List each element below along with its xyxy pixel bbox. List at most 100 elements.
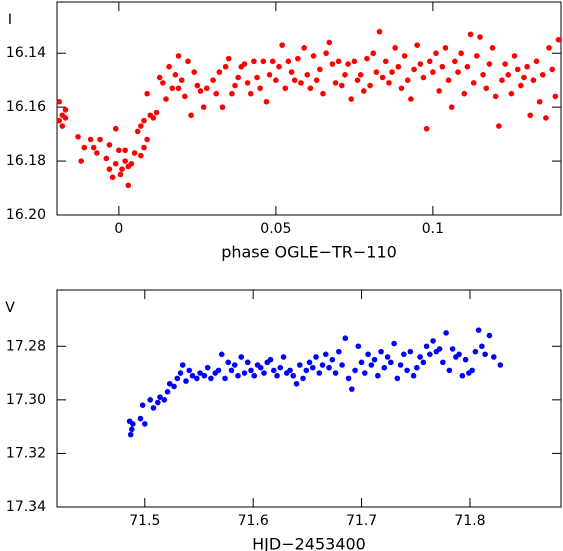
data-point xyxy=(395,63,402,70)
data-point xyxy=(106,166,113,172)
data-point xyxy=(373,69,380,75)
data-point xyxy=(134,128,141,135)
data-point xyxy=(459,372,466,379)
data-point xyxy=(307,85,314,92)
data-point xyxy=(169,85,176,92)
data-point xyxy=(117,171,124,178)
data-point xyxy=(381,364,388,371)
x-tick-label: 71.6 xyxy=(238,513,269,529)
data-point xyxy=(285,58,292,65)
data-point xyxy=(298,80,304,86)
data-point xyxy=(420,74,427,81)
data-point xyxy=(426,58,433,65)
data-point xyxy=(210,77,216,83)
data-point xyxy=(231,362,238,368)
data-point xyxy=(59,123,66,129)
data-point xyxy=(257,364,264,371)
x-tick-label: 71.7 xyxy=(346,513,377,529)
data-point xyxy=(462,356,469,363)
data-point xyxy=(300,375,306,382)
data-point xyxy=(122,158,128,164)
y-axis-label: I xyxy=(8,12,12,28)
y-tick-label: 16.18 xyxy=(6,153,46,169)
data-point xyxy=(345,61,351,67)
data-point xyxy=(301,45,307,51)
y-tick-label: 17.30 xyxy=(6,392,46,408)
data-point xyxy=(251,372,258,379)
data-point xyxy=(464,63,471,70)
data-point xyxy=(279,42,285,48)
data-point xyxy=(502,61,508,67)
data-point xyxy=(75,134,81,140)
data-point xyxy=(397,362,404,368)
data-point xyxy=(186,367,193,374)
data-point xyxy=(496,123,502,129)
data-point xyxy=(539,71,546,78)
data-point xyxy=(282,85,289,92)
data-point xyxy=(474,53,480,59)
x-tick-label: 0 xyxy=(114,221,123,237)
data-point xyxy=(141,144,147,151)
data-point xyxy=(401,53,408,59)
data-point xyxy=(141,421,148,427)
x-tick-label: 71.5 xyxy=(129,513,160,529)
data-point xyxy=(150,115,157,121)
data-point xyxy=(213,90,220,97)
data-point xyxy=(310,53,317,59)
data-point xyxy=(486,332,493,339)
data-point xyxy=(430,69,436,75)
data-point xyxy=(335,58,342,65)
data-point xyxy=(467,31,474,38)
data-point xyxy=(232,82,238,89)
y-tick-label: 16.16 xyxy=(6,99,46,115)
data-point xyxy=(166,63,172,70)
data-point xyxy=(368,362,375,368)
data-point xyxy=(452,58,458,65)
data-point xyxy=(316,370,323,376)
data-point xyxy=(358,359,365,366)
data-point xyxy=(313,77,320,83)
data-point xyxy=(423,125,430,132)
data-point xyxy=(339,82,345,89)
data-point xyxy=(280,354,287,360)
data-point xyxy=(379,74,386,81)
data-point xyxy=(137,415,144,422)
data-point xyxy=(410,372,417,379)
data-point xyxy=(483,85,490,92)
data-point xyxy=(332,80,339,86)
data-point xyxy=(440,359,446,366)
data-point xyxy=(475,327,482,333)
data-point xyxy=(287,367,293,374)
data-point xyxy=(342,71,348,78)
data-point xyxy=(139,402,146,408)
data-point xyxy=(125,182,132,189)
data-point xyxy=(295,55,301,62)
data-point xyxy=(188,112,194,119)
data-point xyxy=(461,90,468,97)
data-point xyxy=(153,109,160,116)
data-point xyxy=(375,372,381,379)
data-point xyxy=(150,405,157,411)
data-point xyxy=(492,93,499,100)
data-point xyxy=(191,69,198,75)
data-point xyxy=(261,370,267,376)
data-point xyxy=(367,82,373,89)
data-point xyxy=(479,343,485,350)
data-point xyxy=(518,82,524,89)
data-point xyxy=(225,359,232,366)
data-point xyxy=(112,125,119,132)
data-point xyxy=(505,71,512,78)
data-point xyxy=(348,96,355,102)
data-point xyxy=(458,50,464,57)
data-point xyxy=(442,45,449,51)
data-point xyxy=(339,362,345,368)
data-point xyxy=(370,50,377,57)
x-tick-label: 0.1 xyxy=(422,221,444,237)
data-point xyxy=(276,63,282,70)
data-point xyxy=(81,144,88,151)
data-point xyxy=(112,160,119,167)
data-point xyxy=(433,50,439,57)
data-point xyxy=(175,85,182,92)
data-point xyxy=(178,77,185,83)
